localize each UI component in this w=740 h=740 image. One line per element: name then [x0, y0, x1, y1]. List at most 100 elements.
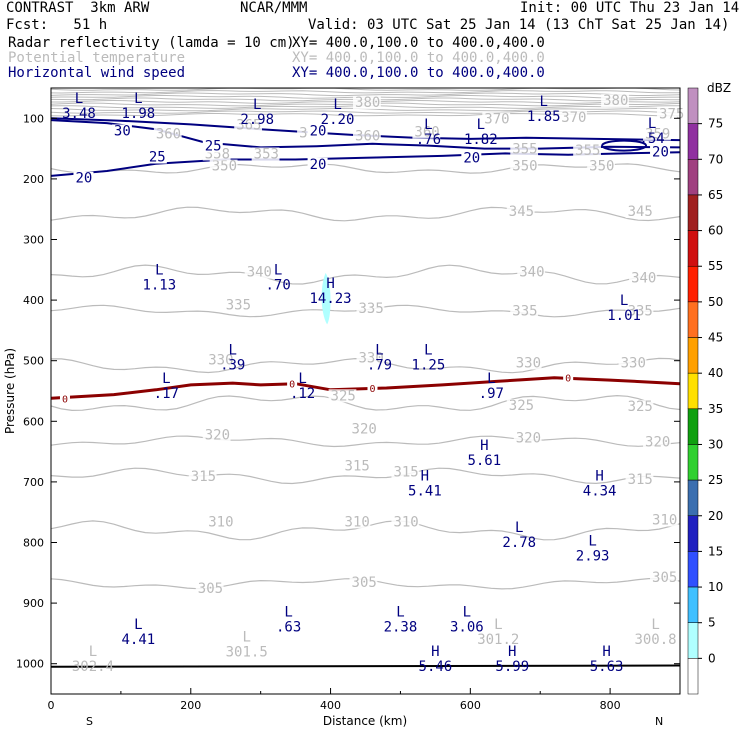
theta-contour-325	[50, 394, 681, 412]
theta-label-bg	[517, 265, 546, 279]
theta-label-bg	[650, 513, 678, 527]
theta-label: 380	[603, 93, 628, 109]
colorbar-segment	[687, 408, 699, 445]
upper-theta-line	[50, 87, 681, 91]
theta-label-bg	[650, 571, 678, 585]
wind-contour-25	[50, 119, 681, 150]
colorbar-level-label: 70	[708, 152, 723, 166]
field-theta-xy: XY= 400.0,100.0 to 400.0,400.0	[292, 50, 545, 66]
theta-label: 355	[512, 142, 537, 158]
theta-label: 305	[352, 575, 377, 591]
wind-label: 25	[205, 139, 222, 155]
extremum-value: 2.38	[384, 619, 418, 635]
colorbar-segment	[687, 551, 699, 588]
theta-label-bg	[510, 304, 539, 318]
wind-label: 20	[463, 151, 480, 167]
wind-label-bg	[111, 124, 132, 138]
colorbar-segment	[687, 586, 699, 623]
extremum-value: 1.13	[142, 278, 176, 294]
extremum-value: 5.63	[590, 659, 624, 675]
wind-label: 30	[114, 123, 131, 139]
extremum-low-marker: L	[648, 116, 656, 132]
theta-label-bg	[349, 422, 378, 436]
colorbar-level-label: 60	[708, 224, 723, 238]
field-wind: Horizontal wind speed	[8, 65, 186, 81]
extremum-low-marker: L	[298, 371, 306, 387]
colorbar-segment	[687, 194, 699, 231]
theta-label: 370	[484, 111, 509, 127]
extremum-low-marker: L	[242, 629, 250, 645]
theta-label-bg	[342, 459, 371, 473]
theta-label: 325	[628, 399, 653, 415]
colorbar-level-label: 40	[708, 366, 723, 380]
extremum-value: .17	[154, 386, 179, 402]
extremum-value: 4.41	[122, 632, 156, 648]
theta-label-bg	[251, 147, 280, 161]
theta-label-bg	[353, 95, 381, 109]
theta-label: 360	[414, 125, 439, 141]
theta-label: 380	[355, 95, 380, 111]
extremum-high-marker: H	[421, 469, 429, 485]
extremum-value: 4.34	[583, 484, 617, 500]
theta-label-bg	[559, 111, 587, 125]
colorbar-segment	[687, 658, 699, 695]
extremum-low-marker: L	[396, 604, 404, 620]
colorbar-level-label: 35	[708, 402, 723, 416]
extremum-low-marker: L	[89, 644, 97, 660]
colorbar-level-label: 50	[708, 295, 723, 309]
y-tick-label: 600	[23, 415, 44, 428]
extremum-high-marker: H	[602, 644, 610, 660]
extremum-high-marker: H	[508, 644, 516, 660]
theta-label-bg	[234, 118, 263, 132]
field-wind-xy: XY= 400.0,100.0 to 400.0,400.0	[292, 65, 545, 81]
theta-label-bg	[153, 127, 182, 141]
extremum-value: .76	[416, 132, 441, 148]
wind-label: 20	[310, 123, 327, 139]
freezing-label-bg	[563, 371, 574, 383]
theta-label-bg	[206, 515, 235, 529]
theta-label-bg	[391, 515, 420, 529]
colorbar-level-label: 65	[708, 188, 723, 202]
colorbar: dBZ 0 5 10 15 20 25 30 35 40 45 50 55 60 65 70 75	[687, 81, 731, 695]
upper-theta-line	[50, 92, 681, 97]
theta-label: 335	[359, 301, 384, 317]
theta-label: 355	[575, 143, 600, 159]
field-theta: Potential temperature	[8, 50, 186, 66]
freezing-label-1: 0	[289, 380, 295, 391]
theta-label: 330	[208, 353, 233, 369]
extremum-low-marker: L	[539, 94, 547, 110]
theta-label-bg	[510, 159, 539, 173]
extremum-value: 301.2	[477, 632, 519, 648]
theta-label-bg	[513, 356, 542, 370]
theta-label-bg	[625, 400, 654, 414]
y-tick-label: 100	[23, 112, 44, 125]
extremum-value: 3.06	[450, 619, 484, 635]
extremum-low-marker: L	[333, 97, 341, 113]
theta-label: 325	[509, 398, 534, 414]
extremum-low-marker: L	[494, 617, 502, 633]
org-label: NCAR/MMM	[240, 0, 308, 16]
theta-label: 365	[236, 117, 261, 133]
valid-time: Valid: 03 UTC Sat 25 Jan 14 (13 ChT Sat …	[308, 17, 730, 33]
extremum-value: 14.23	[309, 291, 351, 307]
x-tick-label: 800	[600, 699, 621, 712]
freezing-level-line	[50, 376, 681, 400]
model-title: CONTRAST 3km ARW	[6, 0, 150, 16]
extremum-value: 302.4	[72, 659, 114, 675]
colorbar-level-label: 25	[708, 473, 723, 487]
extremum-low-marker: L	[75, 91, 83, 107]
theta-label-bg	[202, 428, 231, 442]
y-tick-label: 400	[23, 294, 44, 307]
theta-label: 335	[628, 303, 653, 319]
wind-label-bg	[461, 151, 482, 165]
theta-label-bg	[601, 94, 629, 108]
extremum-high-marker: H	[431, 644, 439, 660]
theta-label: 325	[331, 388, 356, 404]
wind-closed-contour	[601, 139, 648, 152]
theta-label: 360	[156, 126, 181, 142]
extremum-value: 1.98	[122, 106, 156, 122]
colorbar-level-label: 15	[708, 544, 723, 558]
y-tick-label: 900	[23, 597, 44, 610]
extremum-low-marker: L	[424, 117, 432, 133]
y-tick-label: 200	[23, 173, 44, 186]
